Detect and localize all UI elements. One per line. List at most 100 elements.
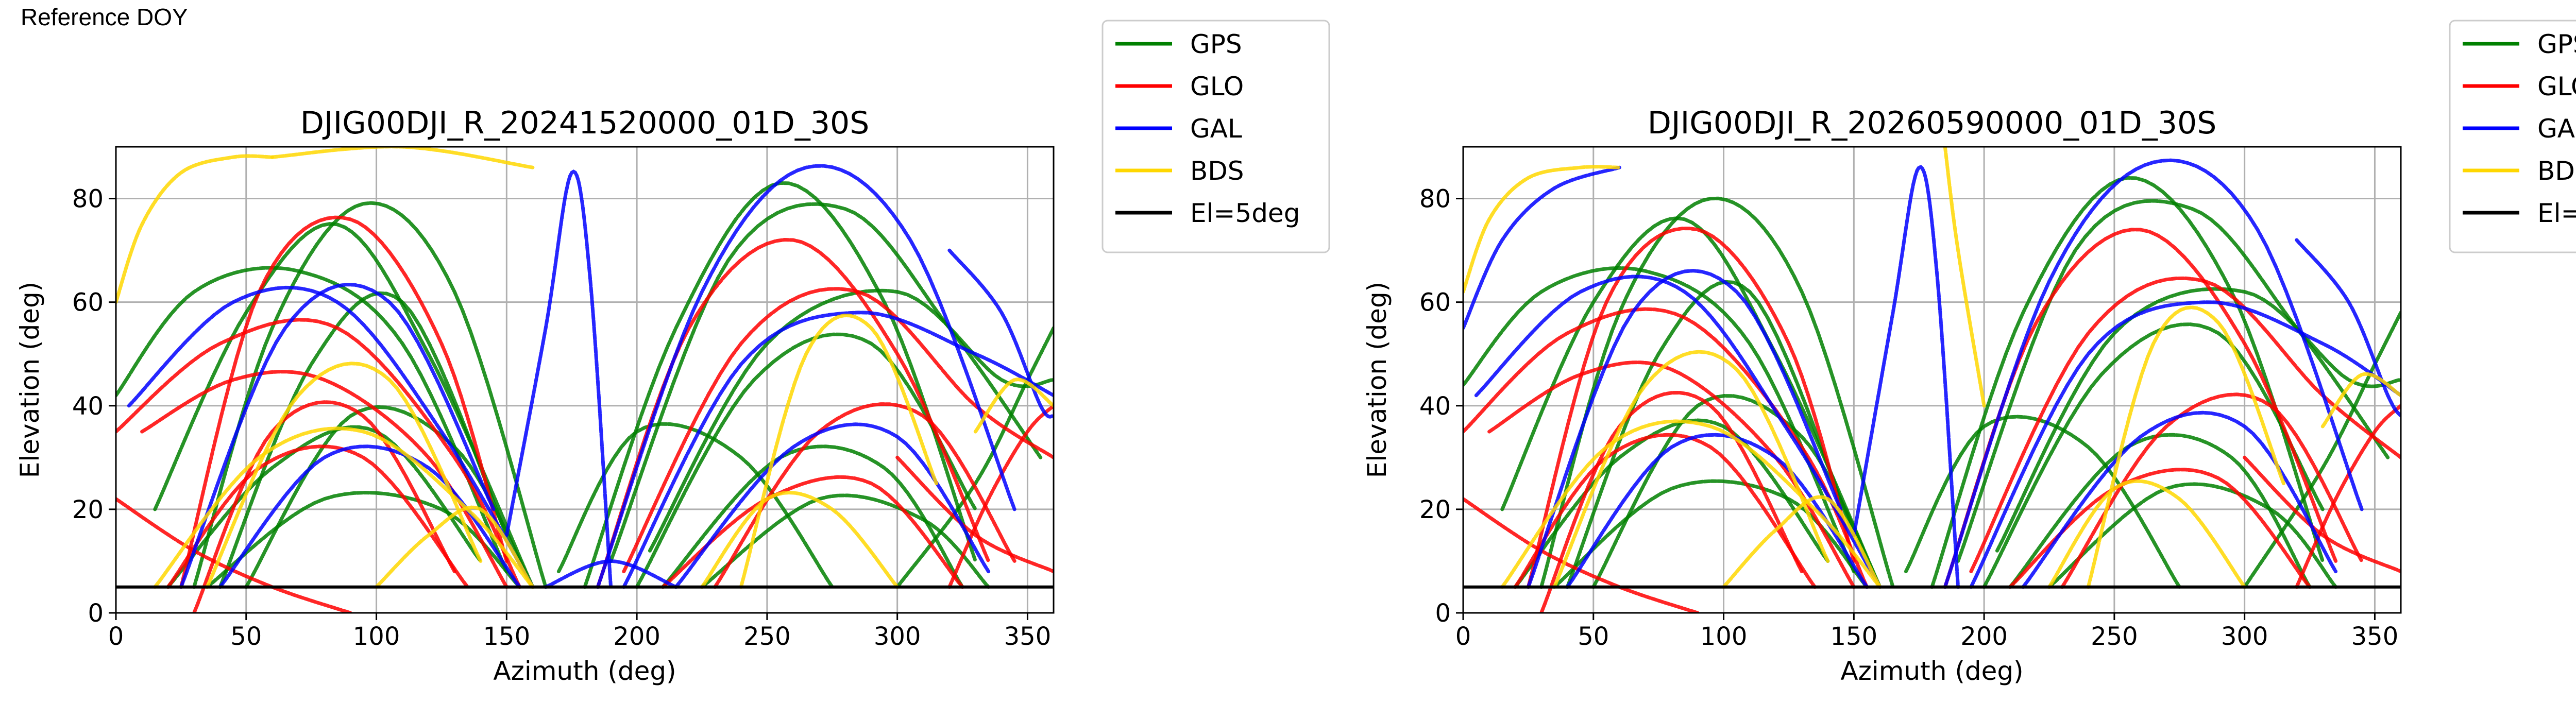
y-tick-label: 0 bbox=[88, 599, 104, 628]
series-gps-track bbox=[1552, 479, 1869, 589]
series-gps-track bbox=[1565, 280, 1856, 589]
x-tick-label: 100 bbox=[353, 622, 400, 651]
legend-label-gps: GPS bbox=[1190, 29, 1242, 59]
series-bds-track bbox=[2047, 479, 2247, 589]
series-glo-track bbox=[1539, 390, 1804, 613]
series-gal-track bbox=[1526, 269, 1843, 589]
y-tick-label: 20 bbox=[1419, 495, 1451, 524]
series-gal-track bbox=[504, 169, 613, 589]
series-gps-track bbox=[1995, 287, 2401, 553]
series-gal-track bbox=[1969, 300, 2401, 589]
series-glo-track bbox=[1513, 433, 1817, 589]
series-gal-track bbox=[1463, 165, 1621, 330]
x-tick-label: 150 bbox=[1831, 622, 1878, 651]
series-gal-track bbox=[127, 285, 535, 589]
series-bds-track bbox=[270, 147, 535, 169]
chart-title: DJIG00DJI_R_20241520000_01D_30S bbox=[300, 105, 870, 141]
x-tick-label: 300 bbox=[2221, 622, 2268, 651]
series-gal-track bbox=[2021, 410, 2338, 589]
y-tick-label: 60 bbox=[1419, 288, 1451, 317]
series-gps-track bbox=[244, 405, 535, 589]
x-tick-label: 250 bbox=[743, 622, 791, 651]
series-gal-track bbox=[218, 444, 522, 589]
series-bds-track bbox=[2086, 305, 2285, 589]
legend: GPS GLO GAL BDS El=5deg bbox=[2449, 20, 2576, 253]
series-gps-track bbox=[1513, 418, 1830, 589]
y-tick-label: 0 bbox=[1435, 599, 1451, 628]
tracks-group bbox=[1463, 147, 2401, 613]
legend-label-gal: GAL bbox=[2537, 114, 2576, 144]
series-bds-track bbox=[1722, 495, 1882, 589]
series-gal-track bbox=[179, 283, 496, 589]
series-bds-track bbox=[700, 490, 900, 589]
y-tick-label: 40 bbox=[72, 392, 104, 421]
x-tick-label: 150 bbox=[483, 622, 531, 651]
series-gal-track bbox=[947, 248, 1054, 419]
series-gps-track bbox=[1930, 176, 2325, 589]
series-bds-track bbox=[973, 378, 1054, 434]
axes-frame bbox=[115, 146, 1055, 614]
legend-label-glo: GLO bbox=[2537, 72, 2576, 101]
y-tick-label: 80 bbox=[72, 185, 104, 214]
series-gps-track bbox=[116, 266, 509, 574]
x-tick-label: 350 bbox=[2351, 622, 2399, 651]
series-gps-track bbox=[2243, 311, 2401, 589]
series-glo-track bbox=[116, 318, 522, 589]
x-axis-label: Azimuth (deg) bbox=[493, 656, 676, 686]
series-gps-track bbox=[1463, 266, 1856, 574]
x-tick-label: 100 bbox=[1700, 622, 1748, 651]
x-tick-label: 50 bbox=[230, 622, 262, 651]
skyplot-chart-2026: 0 50 100 150 200 250 300 350 0 20 40 60 80 DJIG00DJI_… bbox=[1362, 20, 2576, 686]
x-tick-label: 200 bbox=[1960, 622, 2008, 651]
x-tick-label: 300 bbox=[874, 622, 921, 651]
series-gal-track bbox=[1943, 158, 2364, 589]
y-axis-label: Elevation (deg) bbox=[15, 282, 45, 478]
series-glo-track bbox=[895, 455, 1054, 574]
series-bds-track bbox=[1500, 419, 1882, 589]
series-bds-track bbox=[205, 362, 483, 589]
series-gps-track bbox=[1591, 393, 1882, 589]
series-bds-track bbox=[1552, 350, 1830, 589]
legend-box bbox=[1101, 20, 1330, 253]
series-glo-track bbox=[1526, 227, 1856, 589]
series-bds-track bbox=[2320, 372, 2401, 428]
axes-frame bbox=[1462, 146, 2402, 614]
x-tick-label: 0 bbox=[108, 622, 124, 651]
x-axis-label: Azimuth (deg) bbox=[1840, 656, 2023, 686]
series-gps-track bbox=[166, 425, 483, 589]
series-bds-track bbox=[375, 505, 535, 589]
chart-title: DJIG00DJI_R_20260590000_01D_30S bbox=[1648, 105, 2217, 141]
x-tick-label: 200 bbox=[613, 622, 660, 651]
y-tick-label: 20 bbox=[72, 495, 104, 524]
series-gal-track bbox=[1852, 165, 1960, 589]
series-gal-track bbox=[2295, 238, 2401, 418]
series-gal-track bbox=[596, 164, 1016, 589]
x-tick-label: 250 bbox=[2091, 622, 2138, 651]
legend-label-glo: GLO bbox=[1190, 72, 1244, 101]
series-gps-track bbox=[1500, 216, 1882, 589]
series-gal-track bbox=[1474, 275, 1882, 589]
series-glo-track bbox=[166, 444, 469, 589]
y-axis-label: Elevation (deg) bbox=[1362, 282, 1392, 478]
legend-label-bds: BDS bbox=[1190, 156, 1244, 186]
legend-box bbox=[2449, 20, 2576, 253]
series-glo-track bbox=[2243, 455, 2401, 574]
series-gps-track bbox=[609, 202, 1043, 563]
y-tick-label: 80 bbox=[1419, 185, 1451, 214]
series-glo-track bbox=[622, 287, 1054, 574]
series-glo-track bbox=[179, 215, 509, 589]
series-gps-track bbox=[2008, 433, 2312, 589]
series-gal-track bbox=[622, 311, 1054, 589]
x-tick-label: 50 bbox=[1578, 622, 1609, 651]
series-gps-track bbox=[1904, 415, 2181, 589]
series-bds-track bbox=[153, 426, 535, 589]
y-tick-label: 40 bbox=[1419, 392, 1451, 421]
series-glo-track bbox=[2295, 404, 2401, 589]
series-glo-track bbox=[192, 400, 456, 613]
series-gal-track bbox=[544, 559, 678, 589]
x-tick-label: 350 bbox=[1004, 622, 1052, 651]
legend-label-el: El=5deg bbox=[1190, 198, 1300, 228]
y-tick-label: 60 bbox=[72, 288, 104, 317]
series-glo-track bbox=[1969, 276, 2401, 574]
